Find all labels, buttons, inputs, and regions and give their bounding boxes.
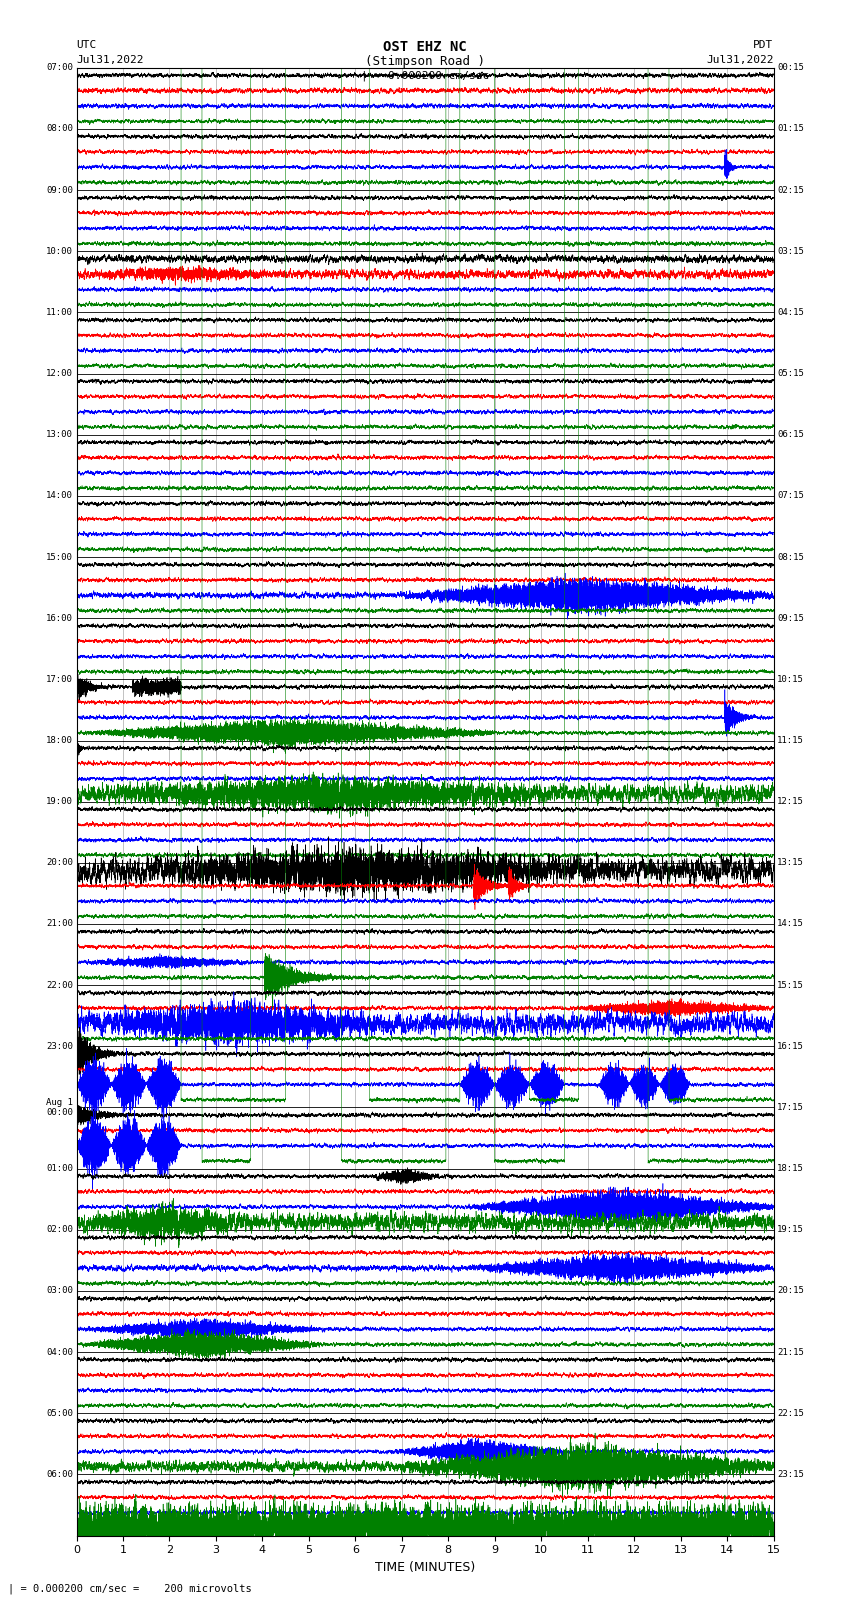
Text: 16:15: 16:15 xyxy=(777,1042,804,1050)
Text: (Stimpson Road ): (Stimpson Road ) xyxy=(365,55,485,68)
Text: 23:00: 23:00 xyxy=(46,1042,73,1050)
Text: 05:15: 05:15 xyxy=(777,369,804,377)
Text: 12:00: 12:00 xyxy=(46,369,73,377)
Text: 11:15: 11:15 xyxy=(777,736,804,745)
Text: 09:00: 09:00 xyxy=(46,185,73,195)
Text: 22:00: 22:00 xyxy=(46,981,73,990)
Text: 18:00: 18:00 xyxy=(46,736,73,745)
Text: 15:15: 15:15 xyxy=(777,981,804,990)
Text: 14:15: 14:15 xyxy=(777,919,804,929)
Text: 21:00: 21:00 xyxy=(46,919,73,929)
Text: 07:00: 07:00 xyxy=(46,63,73,73)
Text: 20:00: 20:00 xyxy=(46,858,73,868)
Text: 20:15: 20:15 xyxy=(777,1287,804,1295)
Text: 21:15: 21:15 xyxy=(777,1347,804,1357)
Text: 04:00: 04:00 xyxy=(46,1347,73,1357)
Text: | = 0.000200 cm/sec: | = 0.000200 cm/sec xyxy=(361,71,489,81)
Text: 15:00: 15:00 xyxy=(46,553,73,561)
Text: 03:15: 03:15 xyxy=(777,247,804,256)
Text: 10:00: 10:00 xyxy=(46,247,73,256)
Text: 02:15: 02:15 xyxy=(777,185,804,195)
Text: 11:00: 11:00 xyxy=(46,308,73,316)
Text: | = 0.000200 cm/sec =    200 microvolts: | = 0.000200 cm/sec = 200 microvolts xyxy=(8,1582,252,1594)
Text: 22:15: 22:15 xyxy=(777,1408,804,1418)
Text: 09:15: 09:15 xyxy=(777,613,804,623)
Text: 18:15: 18:15 xyxy=(777,1165,804,1173)
Text: 08:00: 08:00 xyxy=(46,124,73,134)
Text: 01:15: 01:15 xyxy=(777,124,804,134)
Text: 02:00: 02:00 xyxy=(46,1226,73,1234)
Text: 19:15: 19:15 xyxy=(777,1226,804,1234)
Text: Aug 1
00:00: Aug 1 00:00 xyxy=(46,1098,73,1118)
Text: 13:00: 13:00 xyxy=(46,431,73,439)
Text: 01:00: 01:00 xyxy=(46,1165,73,1173)
Text: 19:00: 19:00 xyxy=(46,797,73,806)
Text: 07:15: 07:15 xyxy=(777,492,804,500)
Text: 08:15: 08:15 xyxy=(777,553,804,561)
Text: Jul31,2022: Jul31,2022 xyxy=(76,55,144,65)
Text: Jul31,2022: Jul31,2022 xyxy=(706,55,774,65)
Text: 23:15: 23:15 xyxy=(777,1469,804,1479)
Text: 14:00: 14:00 xyxy=(46,492,73,500)
Text: 06:00: 06:00 xyxy=(46,1469,73,1479)
Text: PDT: PDT xyxy=(753,39,774,50)
Text: 17:15: 17:15 xyxy=(777,1103,804,1111)
Text: 06:15: 06:15 xyxy=(777,431,804,439)
Text: 03:00: 03:00 xyxy=(46,1287,73,1295)
X-axis label: TIME (MINUTES): TIME (MINUTES) xyxy=(375,1561,475,1574)
Text: 12:15: 12:15 xyxy=(777,797,804,806)
Text: 17:00: 17:00 xyxy=(46,674,73,684)
Text: 16:00: 16:00 xyxy=(46,613,73,623)
Text: 10:15: 10:15 xyxy=(777,674,804,684)
Text: OST EHZ NC: OST EHZ NC xyxy=(383,39,467,53)
Text: 04:15: 04:15 xyxy=(777,308,804,316)
Text: 00:15: 00:15 xyxy=(777,63,804,73)
Text: 13:15: 13:15 xyxy=(777,858,804,868)
Text: 05:00: 05:00 xyxy=(46,1408,73,1418)
Text: UTC: UTC xyxy=(76,39,97,50)
